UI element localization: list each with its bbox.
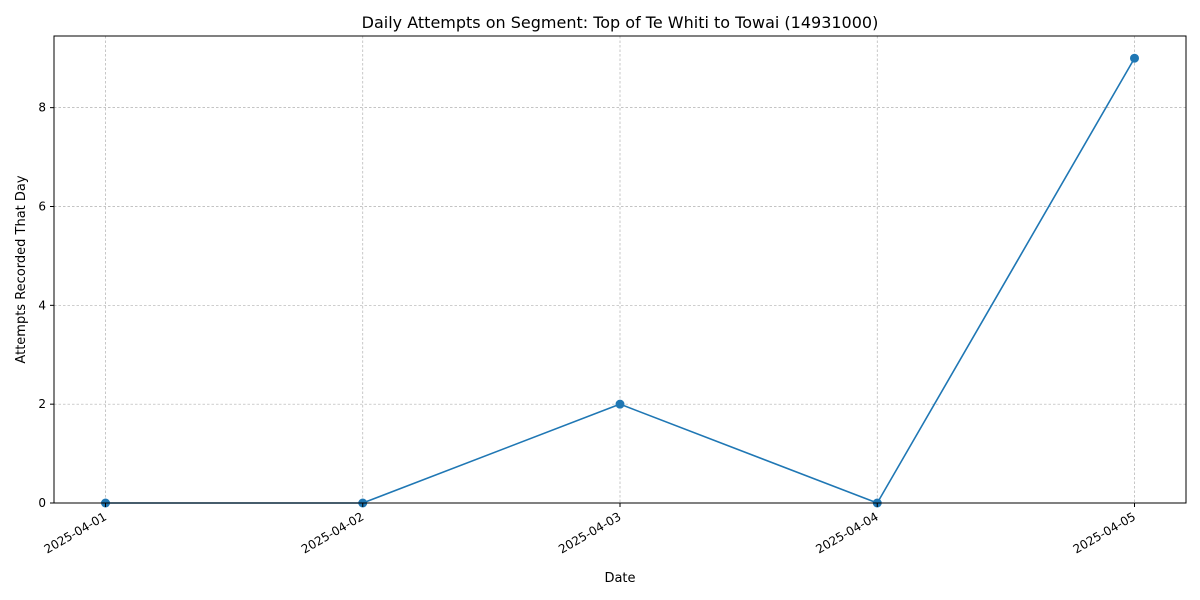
y-tick-label: 6 [38,199,46,213]
chart-title: Daily Attempts on Segment: Top of Te Whi… [362,13,879,32]
y-tick-label: 2 [38,397,46,411]
data-point [1130,53,1139,63]
x-axis-label: Date [604,571,635,586]
data-point [615,399,625,409]
y-tick-label: 0 [38,496,46,510]
y-tick-label: 8 [38,101,46,115]
y-axis-label: Attempts Recorded That Day [14,175,29,363]
grid-lines [54,36,1186,504]
y-tick-label: 4 [38,298,46,312]
